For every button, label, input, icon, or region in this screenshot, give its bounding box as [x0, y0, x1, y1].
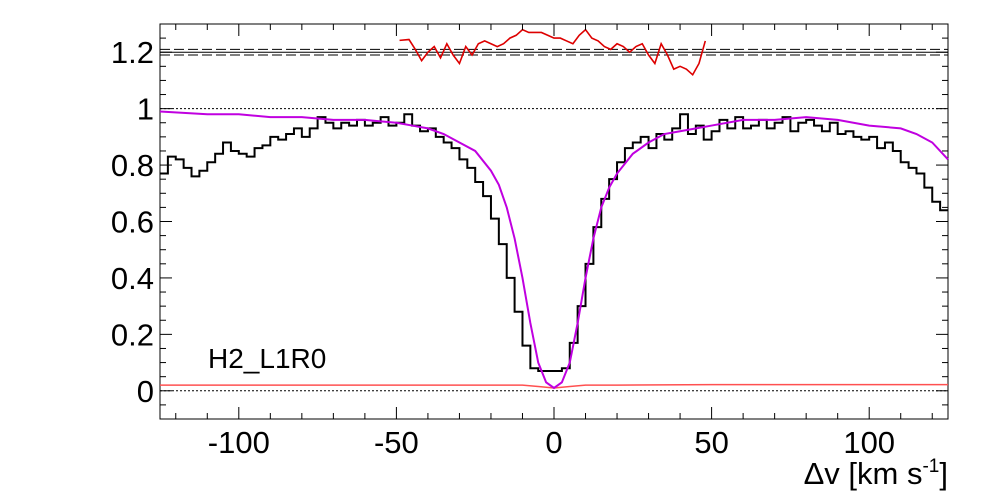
- y-tick-label: 0.8: [111, 148, 154, 183]
- x-tick-label: 50: [694, 425, 728, 460]
- x-tick-label: -100: [208, 425, 270, 460]
- y-axis-ticks: 0 0.2 0.4 0.6 0.8 1 1.2: [111, 23, 948, 420]
- x-axis-ticks: -100 -50 0 50 100: [175, 24, 933, 460]
- y-tick-label: 0.2: [111, 317, 154, 352]
- y-tick-label: 0.6: [111, 205, 154, 240]
- error-curve: [160, 383, 948, 389]
- data-histogram: [160, 113, 948, 373]
- y-tick-label: 0.4: [111, 261, 154, 296]
- y-tick-label: 1: [137, 92, 154, 127]
- series-layer: [159, 28, 949, 390]
- x-tick-label: -50: [374, 425, 419, 460]
- x-axis-label-main: Δv [km s: [804, 456, 923, 491]
- reference-lines: [160, 48, 948, 392]
- x-tick-label: 100: [843, 425, 895, 460]
- residual-curve: [399, 28, 707, 77]
- model-curve: [159, 110, 949, 390]
- y-tick-label: 1.2: [111, 35, 154, 70]
- line-annotation: H2_L1R0: [208, 343, 326, 374]
- y-tick-label: 0: [137, 374, 154, 409]
- x-axis-label-sup: -1: [922, 456, 939, 477]
- x-axis-label: Δv [km s-1]: [804, 456, 948, 491]
- x-axis-label-tail: ]: [939, 456, 948, 491]
- x-tick-label: 0: [545, 425, 562, 460]
